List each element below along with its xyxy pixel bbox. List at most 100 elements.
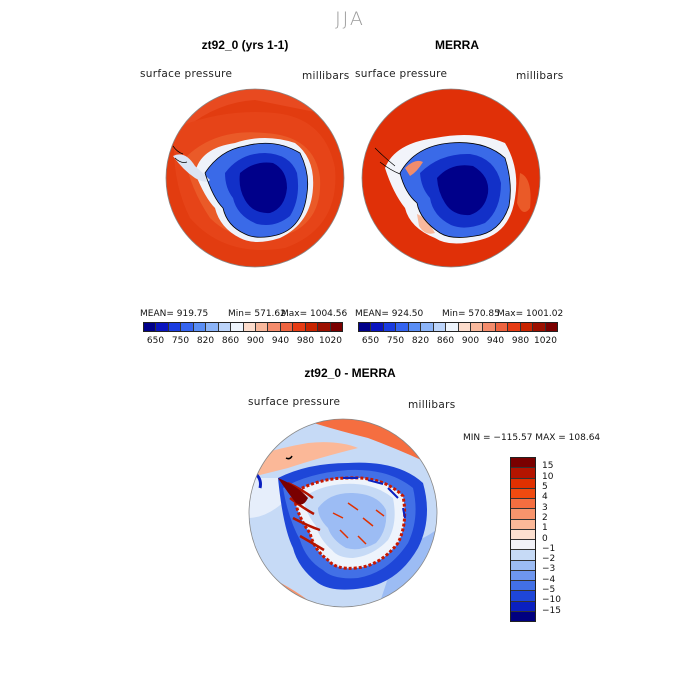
colorbar-swatch [408, 323, 422, 331]
colorbar-swatch [280, 323, 294, 331]
colorbar-swatch [305, 323, 319, 331]
colorbar-swatch [511, 591, 535, 602]
colorbar-swatch [293, 323, 306, 331]
field-label-merra: surface pressure [355, 68, 448, 80]
colorbar-tick-label: 10 [542, 471, 554, 482]
polar-map-model [165, 88, 345, 268]
units-label-merra: millibars [516, 70, 564, 82]
colorbar-tick-label: 900 [461, 336, 480, 346]
colorbar-swatch [433, 323, 447, 331]
colorbar-swatch [511, 529, 535, 540]
stats-max-merra: Max= 1001.02 [497, 309, 564, 319]
colorbar-swatch [511, 570, 535, 581]
colorbar-tick-label: 900 [246, 336, 265, 346]
colorbar-tick-label: 650 [361, 336, 380, 346]
colorbar-tick-label: 4 [542, 492, 548, 503]
colorbar-tick-label: 1 [542, 523, 548, 534]
stats-minmax-diff: MIN = −115.57 MAX = 108.64 [463, 433, 601, 443]
stats-min-model: Min= 571.62 [228, 309, 286, 319]
colorbar-tick-label: 3 [542, 502, 548, 513]
colorbar-tick-label: 980 [296, 336, 315, 346]
colorbar-swatch [511, 488, 535, 499]
colorbar-swatch [218, 323, 232, 331]
colorbar-tick-label: 2 [542, 512, 548, 523]
colorbar-swatch [371, 323, 384, 331]
colorbar-tick-label: 1020 [319, 336, 342, 346]
colorbar-swatch [396, 323, 409, 331]
colorbar-swatch [511, 509, 535, 520]
colorbar-swatch [511, 458, 535, 469]
colorbar-swatch [193, 323, 207, 331]
units-label-diff: millibars [408, 399, 456, 411]
polar-map-merra [361, 88, 541, 268]
colorbar-tick-label: 1020 [534, 336, 557, 346]
colorbar-swatch [255, 323, 269, 331]
colorbar-swatch [156, 323, 169, 331]
field-label-model: surface pressure [140, 68, 233, 80]
colorbar-tick-label: 860 [436, 336, 455, 346]
colorbar-swatch [168, 323, 182, 331]
colorbar-tick-label: 750 [171, 336, 190, 346]
colorbar-diff [510, 457, 536, 622]
polar-map-diff [248, 418, 438, 608]
colorbar-tick-label: −4 [542, 574, 556, 585]
colorbar-swatch [243, 323, 256, 331]
colorbar-tick-label: 940 [271, 336, 290, 346]
colorbar-swatch [511, 478, 535, 489]
stats-mean-model: MEAN= 919.75 [140, 309, 209, 319]
panel-title-diff: zt92_0 - MERRA [304, 366, 396, 380]
colorbar-swatch [511, 499, 535, 510]
colorbar-model [143, 322, 343, 332]
figure-title: JJA [335, 8, 365, 30]
stats-max-model: Max= 1004.56 [281, 309, 348, 319]
colorbar-swatch [383, 323, 397, 331]
stats-min-merra: Min= 570.85 [442, 309, 500, 319]
colorbar-swatch [511, 560, 535, 571]
colorbar-tick-label: −10 [542, 595, 561, 606]
colorbar-swatch [144, 323, 157, 331]
colorbar-swatch [318, 323, 331, 331]
colorbar-merra [358, 322, 558, 332]
colorbar-swatch [268, 323, 281, 331]
colorbar-tick-label: −5 [542, 585, 556, 596]
stats-mean-merra: MEAN= 924.50 [355, 309, 424, 319]
colorbar-swatch [533, 323, 546, 331]
colorbar-tick-label: 940 [486, 336, 505, 346]
colorbar-swatch [330, 323, 342, 331]
colorbar-swatch [181, 323, 194, 331]
colorbar-swatch [231, 323, 244, 331]
colorbar-tick-label: 650 [146, 336, 165, 346]
colorbar-swatch [470, 323, 484, 331]
colorbar-tick-label: 820 [196, 336, 215, 346]
colorbar-tick-label: 15 [542, 461, 554, 472]
colorbar-swatch [511, 519, 535, 530]
colorbar-tick-label: 980 [511, 336, 530, 346]
colorbar-swatch [511, 581, 535, 592]
colorbar-tick-label: −15 [542, 605, 561, 616]
panel-title-merra: MERRA [435, 38, 479, 52]
colorbar-tick-label: 0 [542, 533, 548, 544]
colorbar-swatch [359, 323, 372, 331]
colorbar-tick-label: −2 [542, 554, 556, 565]
colorbar-swatch [520, 323, 534, 331]
colorbar-swatch [458, 323, 471, 331]
colorbar-swatch [511, 468, 535, 479]
colorbar-tick-label: −3 [542, 564, 556, 575]
colorbar-swatch [495, 323, 509, 331]
field-label-diff: surface pressure [248, 396, 341, 408]
colorbar-swatch [206, 323, 219, 331]
colorbar-swatch [511, 540, 535, 551]
colorbar-swatch [511, 601, 535, 612]
colorbar-swatch [511, 550, 535, 561]
colorbar-swatch [508, 323, 521, 331]
colorbar-swatch [421, 323, 434, 331]
colorbar-tick-label: −1 [542, 543, 556, 554]
colorbar-swatch [446, 323, 459, 331]
colorbar-tick-label: 750 [386, 336, 405, 346]
colorbar-tick-label: 5 [542, 481, 548, 492]
panel-title-model: zt92_0 (yrs 1-1) [201, 38, 289, 52]
colorbar-tick-label: 860 [221, 336, 240, 346]
colorbar-swatch [483, 323, 496, 331]
colorbar-swatch [545, 323, 557, 331]
colorbar-tick-label: 820 [411, 336, 430, 346]
